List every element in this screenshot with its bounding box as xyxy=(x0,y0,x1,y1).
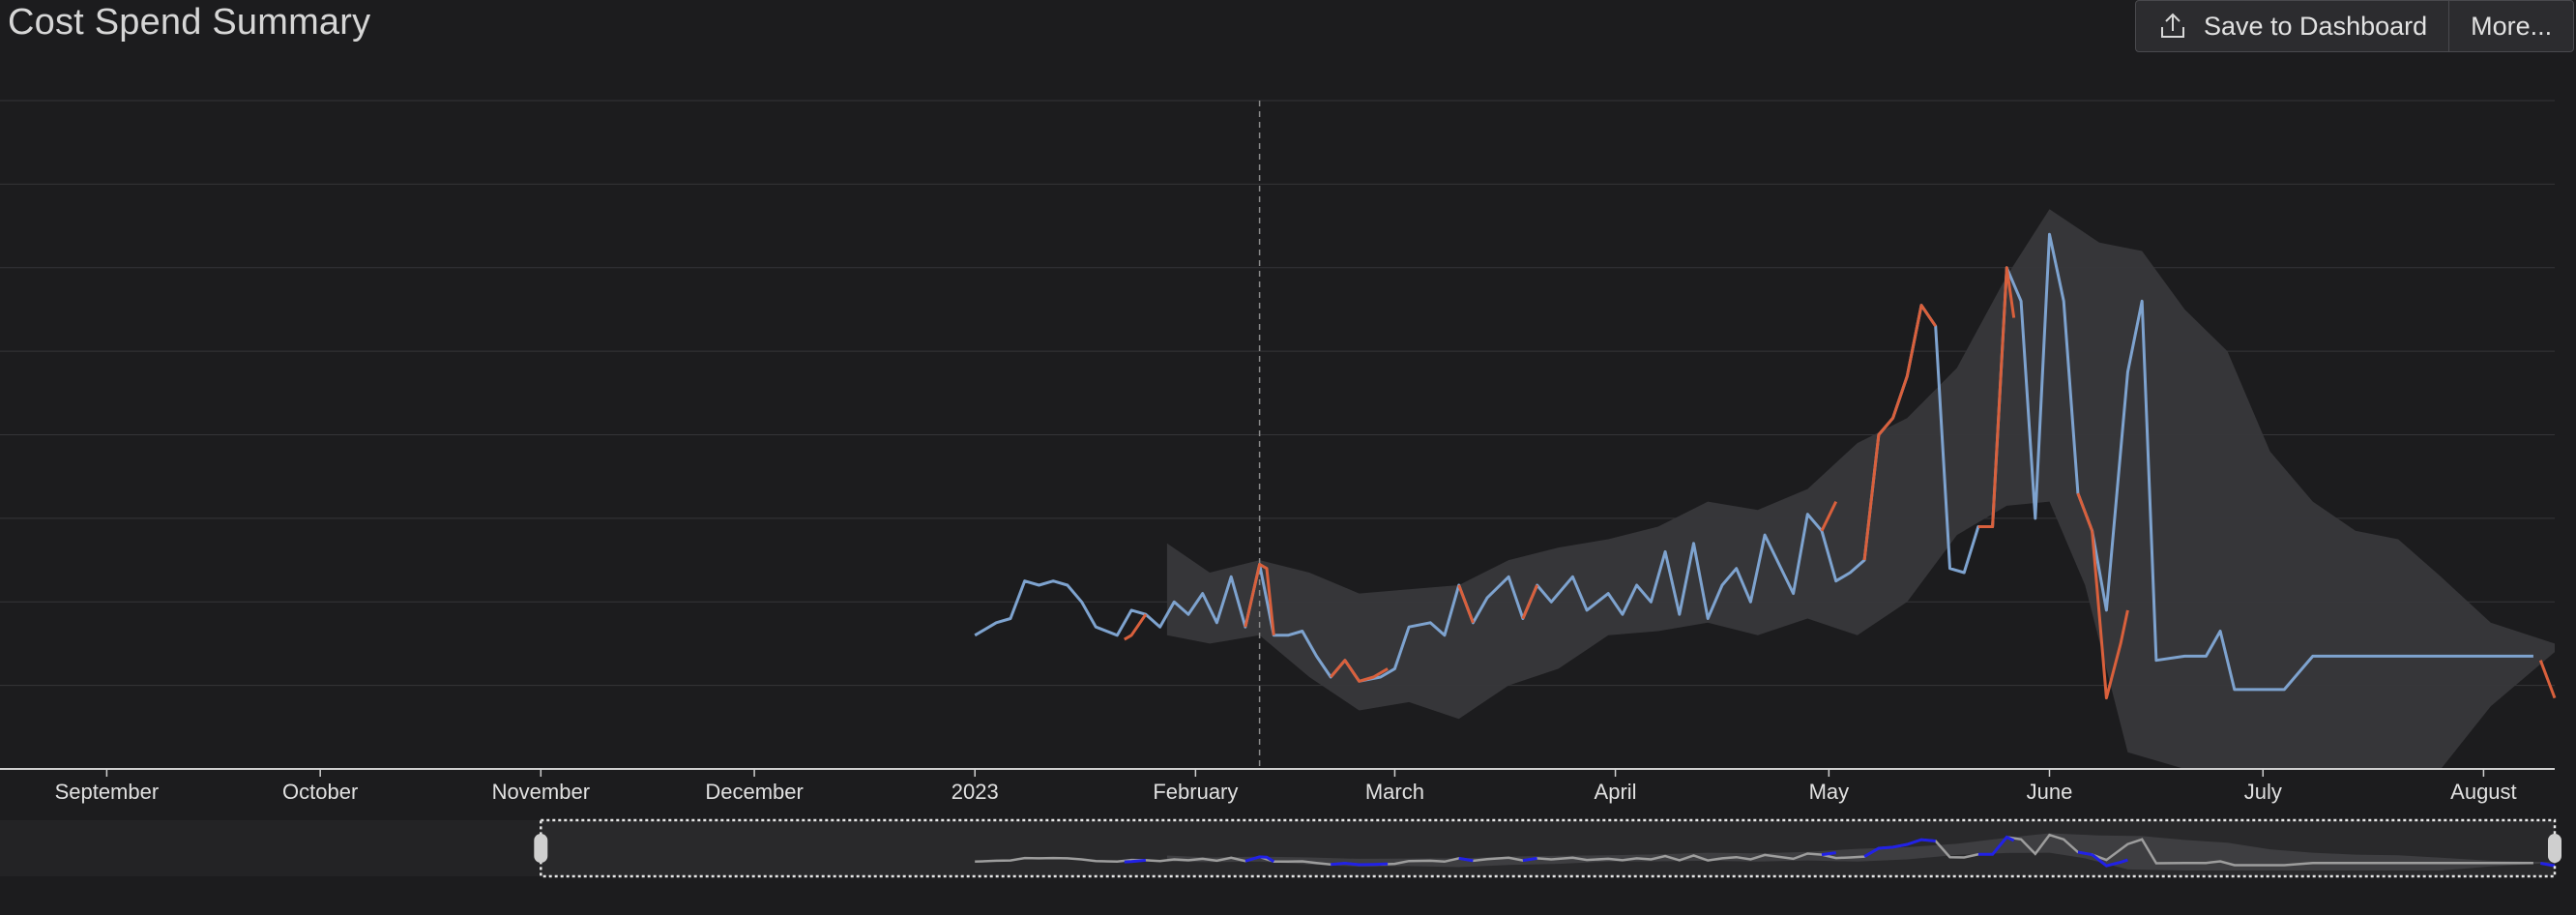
x-tick-label: April xyxy=(1595,780,1637,804)
x-tick-label: August xyxy=(2450,780,2517,804)
expected-range-layer xyxy=(1166,209,2555,770)
x-tick-label: October xyxy=(282,780,358,804)
navigator-anomaly xyxy=(1522,856,1537,863)
anomaly-segment xyxy=(2538,660,2557,699)
more-button[interactable]: More... xyxy=(2448,1,2573,51)
x-tick-label: July xyxy=(2244,780,2282,804)
page-title: Cost Spend Summary xyxy=(8,2,371,43)
save-to-dashboard-label: Save to Dashboard xyxy=(2204,11,2428,41)
navigator-anomaly xyxy=(1458,856,1474,863)
navigator-selection[interactable] xyxy=(540,818,2557,878)
navigator-line xyxy=(975,833,2533,867)
x-tick-label: May xyxy=(1809,780,1850,804)
x-tick-label: June xyxy=(2027,780,2073,804)
x-tick-label: February xyxy=(1153,780,1238,804)
anomaly-segment xyxy=(1977,266,2016,528)
x-tick-label: November xyxy=(492,780,590,804)
chart-toolbar: Save to Dashboard More... xyxy=(2135,0,2575,52)
anomaly-segment xyxy=(1330,659,1389,683)
anomaly-segment xyxy=(1457,584,1475,624)
navigator-band xyxy=(1166,833,2555,871)
upload-icon xyxy=(2157,11,2188,42)
expected-range-band xyxy=(1166,209,2555,770)
navigator-anomaly xyxy=(1244,855,1275,864)
series-layer xyxy=(974,232,2557,700)
x-tick-label: March xyxy=(1365,780,1424,804)
anomaly-segment xyxy=(1820,500,1838,532)
navigator-anomaly xyxy=(2077,850,2093,857)
anomaly-segment xyxy=(1124,613,1148,641)
navigator-anomaly xyxy=(1124,858,1147,864)
navigator-handle-left[interactable] xyxy=(534,834,548,863)
anomaly-segment xyxy=(1244,562,1275,635)
actual-spend-line xyxy=(974,232,2533,692)
navigator-anomaly xyxy=(1821,851,1836,857)
x-tick-label: December xyxy=(705,780,803,804)
navigator-anomaly xyxy=(1863,838,1936,858)
anomaly-segment xyxy=(1862,304,1937,561)
x-axis: September October November December 2023 Febr… xyxy=(0,768,2555,804)
save-to-dashboard-button[interactable]: Save to Dashboard xyxy=(2136,1,2448,51)
range-navigator[interactable] xyxy=(0,818,2561,878)
x-tick-label: September xyxy=(55,780,160,804)
navigator-anomaly xyxy=(2091,853,2128,868)
navigator-anomaly xyxy=(2540,862,2556,868)
x-tick-label: 2023 xyxy=(951,780,999,804)
anomaly-segment xyxy=(1521,584,1538,620)
navigator-anomaly xyxy=(1977,835,2015,856)
navigator-handle-right[interactable] xyxy=(2548,834,2561,863)
navigator-anomaly xyxy=(1331,861,1389,867)
anomaly-segment xyxy=(2076,492,2094,532)
anomaly-segment xyxy=(2091,530,2129,700)
